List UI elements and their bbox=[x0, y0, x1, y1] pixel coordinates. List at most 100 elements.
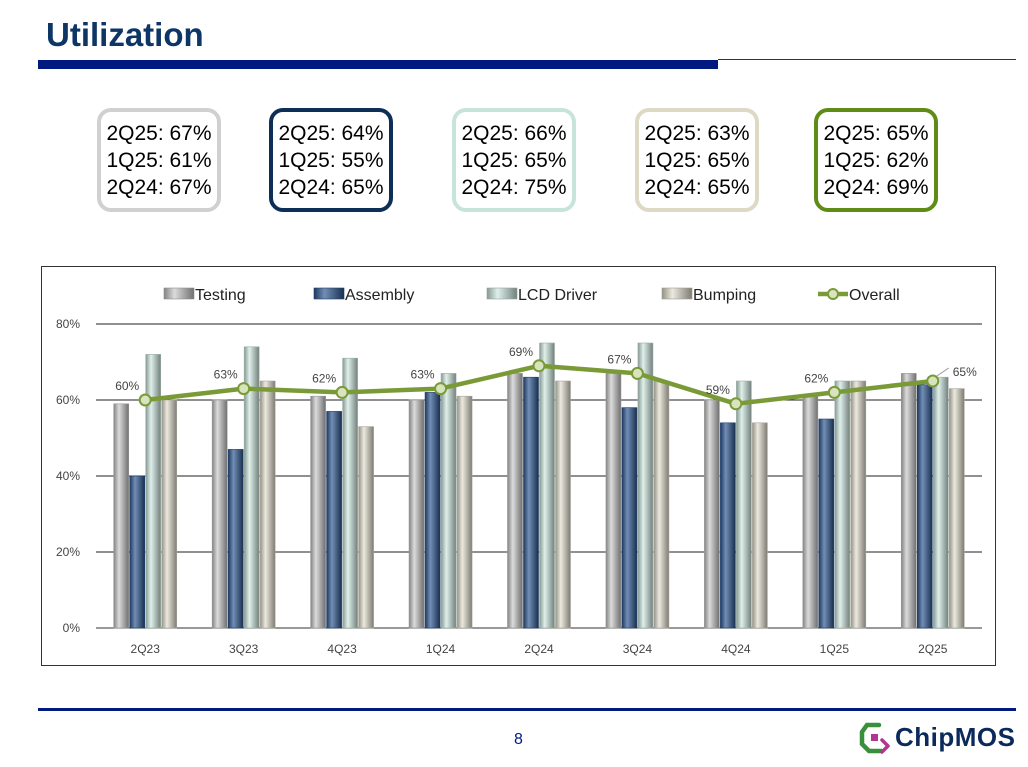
bar-lcd-driver bbox=[736, 380, 752, 629]
y-tick-label: 0% bbox=[63, 621, 81, 635]
y-tick-label: 60% bbox=[56, 393, 80, 407]
y-tick-label: 80% bbox=[56, 317, 80, 331]
bar-assembly bbox=[720, 422, 736, 629]
x-tick-label: 1Q24 bbox=[426, 642, 456, 656]
stat-line: 1Q25: 61% bbox=[106, 148, 212, 172]
data-label: 63% bbox=[214, 368, 238, 382]
stat-line: 2Q25: 66% bbox=[461, 121, 567, 145]
bar-assembly bbox=[424, 392, 441, 629]
page-number: 8 bbox=[514, 731, 523, 748]
x-tick-label: 4Q23 bbox=[327, 642, 357, 656]
bar-assembly bbox=[523, 376, 539, 629]
bar-assembly bbox=[227, 449, 244, 629]
overall-point bbox=[335, 385, 349, 399]
y-tick-label: 40% bbox=[56, 469, 80, 483]
stat-line: 2Q25: 67% bbox=[106, 121, 212, 145]
bar-lcd-driver bbox=[932, 376, 949, 629]
stat-line: 1Q25: 65% bbox=[644, 148, 750, 172]
bar-assembly bbox=[818, 418, 835, 629]
chipmos-logo-icon bbox=[859, 722, 890, 754]
x-tick-label: 1Q25 bbox=[820, 642, 850, 656]
legend-marker bbox=[827, 288, 839, 300]
stat-line: 1Q25: 55% bbox=[278, 148, 384, 172]
bar-bumping bbox=[358, 426, 374, 629]
x-tick-label: 4Q24 bbox=[721, 642, 751, 656]
bar-bumping bbox=[456, 395, 473, 629]
legend-label: Bumping bbox=[693, 287, 756, 304]
data-label: 62% bbox=[804, 371, 828, 385]
bar-assembly bbox=[129, 475, 146, 629]
bar-testing bbox=[408, 399, 425, 629]
data-label: 65% bbox=[953, 365, 977, 379]
data-label-leader bbox=[936, 367, 950, 377]
bar-bumping bbox=[653, 380, 670, 629]
bar-lcd-driver bbox=[145, 354, 162, 629]
overall-point bbox=[630, 366, 644, 380]
bar-testing bbox=[507, 373, 523, 629]
bar-testing bbox=[113, 403, 130, 629]
bar-testing bbox=[802, 395, 819, 629]
legend-swatch bbox=[163, 287, 195, 300]
stat-line: 2Q24: 65% bbox=[644, 175, 750, 199]
bar-lcd-driver bbox=[834, 380, 851, 629]
bar-bumping bbox=[161, 399, 178, 629]
stat-line: 1Q25: 62% bbox=[823, 148, 929, 172]
legend-swatch bbox=[661, 287, 693, 300]
legend-label: Assembly bbox=[345, 287, 414, 304]
legend-swatch bbox=[313, 287, 345, 300]
bar-assembly bbox=[916, 384, 933, 629]
bar-testing bbox=[704, 399, 720, 629]
overall-point bbox=[827, 385, 841, 399]
bar-testing bbox=[605, 373, 622, 629]
title-underline-thin bbox=[718, 59, 1016, 60]
stat-line: 2Q24: 75% bbox=[461, 175, 567, 199]
stat-line: 2Q24: 67% bbox=[106, 175, 212, 199]
x-tick-label: 2Q25 bbox=[918, 642, 948, 656]
stat-line: 2Q25: 65% bbox=[823, 121, 929, 145]
bar-bumping bbox=[752, 422, 768, 629]
x-tick-label: 2Q24 bbox=[524, 642, 554, 656]
stat-box-bumping: 2Q25: 63% 1Q25: 65% 2Q24: 65% bbox=[635, 108, 759, 212]
bar-assembly bbox=[621, 407, 638, 629]
bar-lcd-driver bbox=[637, 342, 654, 629]
x-tick-label: 2Q23 bbox=[131, 642, 161, 656]
chart-svg: 0% 20% 40% 60% 80% 2Q23 3Q23 4Q23 1Q24 2Q24 3Q24 4Q… bbox=[56, 287, 982, 656]
stat-line: 2Q25: 64% bbox=[278, 121, 384, 145]
data-label: 69% bbox=[509, 345, 533, 359]
bar-lcd-driver bbox=[243, 346, 260, 629]
stat-box-testing: 2Q25: 67% 1Q25: 61% 2Q24: 67% bbox=[97, 108, 221, 212]
bar-lcd-driver bbox=[539, 342, 555, 629]
utilization-chart: 0% 20% 40% 60% 80% 2Q23 3Q23 4Q23 1Q24 2Q24 3Q24 4Q… bbox=[41, 266, 996, 666]
bar-testing bbox=[211, 399, 228, 629]
stat-line: 2Q24: 65% bbox=[278, 175, 384, 199]
title-underline bbox=[38, 60, 718, 69]
overall-point bbox=[926, 374, 940, 388]
footer-rule bbox=[38, 708, 1016, 711]
overall-point bbox=[532, 359, 546, 373]
data-label: 62% bbox=[312, 371, 336, 385]
bar-testing bbox=[900, 373, 917, 629]
bar-bumping bbox=[850, 380, 867, 629]
bar-bumping bbox=[259, 380, 276, 629]
chipmos-logo: ChipMOS bbox=[857, 718, 1022, 758]
bar-assembly bbox=[326, 411, 342, 629]
stat-line: 2Q25: 63% bbox=[644, 121, 750, 145]
stat-line: 2Q24: 69% bbox=[823, 175, 929, 199]
legend-label: Testing bbox=[195, 287, 246, 304]
legend-label: LCD Driver bbox=[518, 287, 598, 304]
bar-lcd-driver bbox=[440, 373, 457, 629]
legend-swatch bbox=[486, 287, 518, 300]
stat-line: 1Q25: 65% bbox=[461, 148, 567, 172]
data-label: 60% bbox=[115, 379, 139, 393]
data-label: 67% bbox=[607, 352, 631, 366]
page-title: Utilization bbox=[46, 16, 204, 53]
overall-point bbox=[434, 382, 448, 396]
legend-label: Overall bbox=[849, 287, 900, 304]
bar-lcd-driver bbox=[342, 357, 358, 629]
overall-point bbox=[729, 397, 743, 411]
bar-bumping bbox=[555, 380, 571, 629]
bar-testing bbox=[310, 395, 326, 629]
stat-box-lcd-driver: 2Q25: 66% 1Q25: 65% 2Q24: 75% bbox=[452, 108, 576, 212]
overall-point bbox=[237, 382, 251, 396]
data-label: 59% bbox=[706, 383, 730, 397]
